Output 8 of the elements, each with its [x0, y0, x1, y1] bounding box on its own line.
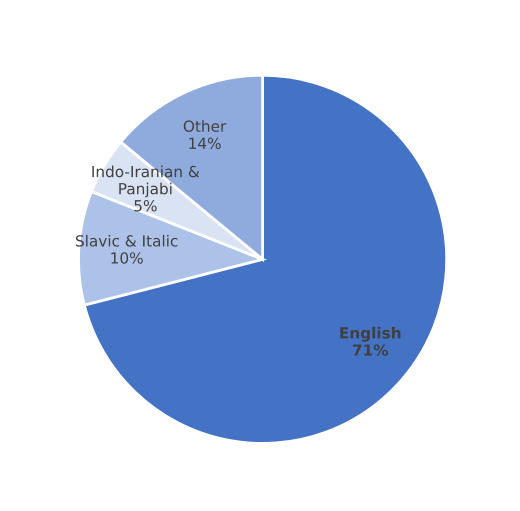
slice-label: Indo-Iranian & Panjabi: [92, 165, 200, 198]
slice-label: Slavic & Italic: [76, 234, 178, 247]
data-label: 14%: [189, 138, 221, 150]
slice-label: English: [340, 326, 400, 342]
slice-label: Other: [184, 120, 226, 132]
data-label: 71%: [352, 344, 388, 356]
data-label: 5%: [134, 200, 157, 212]
data-label: 10%: [111, 252, 143, 264]
